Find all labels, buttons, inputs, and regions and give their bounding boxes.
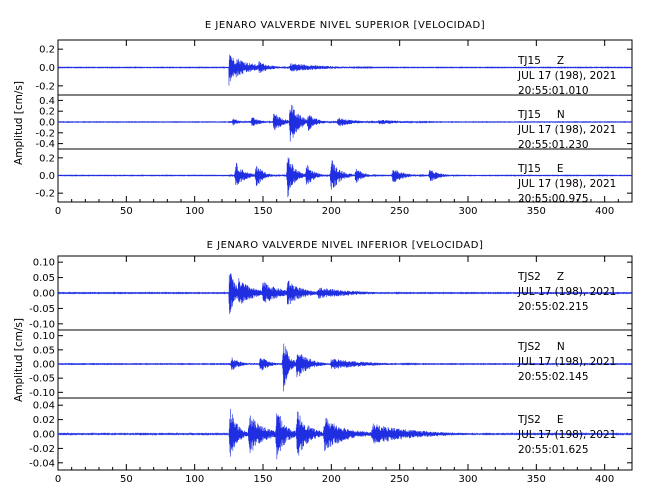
trace-line bbox=[57, 104, 633, 142]
y-tick-label: 0.00 bbox=[33, 360, 55, 371]
trace-line bbox=[57, 343, 633, 392]
x-tick-label: 50 bbox=[120, 474, 133, 485]
time-label: 20:55:02.215 bbox=[518, 301, 589, 313]
subplot-tj15-n: 0.40.20.0-0.2-0.4 TJ15 N JUL 17 (198), 20… bbox=[35, 94, 633, 151]
trace-line bbox=[57, 273, 633, 314]
y-tick-label: 0.05 bbox=[33, 345, 55, 356]
y-tick-label: -0.10 bbox=[29, 388, 55, 399]
station-label: TJS2 N bbox=[517, 341, 565, 353]
y-tick-label: 0.02 bbox=[33, 415, 55, 426]
station-label: TJ15 N bbox=[517, 109, 565, 121]
y-tick-label: -0.05 bbox=[29, 374, 55, 385]
date-label: JUL 17 (198), 2021 bbox=[517, 286, 616, 298]
y-ticks: 0.04 0.02 0.00 -0.02 -0.04 bbox=[29, 401, 632, 469]
y-axis-label: Amplitud [cm/s] bbox=[13, 318, 25, 402]
y-tick-label: 0.0 bbox=[39, 171, 55, 182]
y-tick-label: 0.0 bbox=[39, 118, 55, 129]
y-axis-label: Amplitud [cm/s] bbox=[13, 81, 25, 165]
y-tick-label: 0.04 bbox=[33, 401, 55, 412]
x-tick-label: 100 bbox=[185, 474, 204, 485]
y-tick-label: -0.2 bbox=[35, 128, 55, 139]
y-tick-label: 0.00 bbox=[33, 430, 55, 441]
panel-title: E JENARO VALVERDE NIVEL SUPERIOR [VELOCI… bbox=[205, 20, 485, 31]
x-tick-label: 400 bbox=[595, 206, 614, 217]
trace-line bbox=[57, 157, 633, 198]
station-label: TJS2 E bbox=[517, 414, 564, 426]
x-tick-label: 50 bbox=[120, 206, 133, 217]
trace-line bbox=[57, 408, 633, 460]
subplot-tjs2-n: 0.10 0.05 0.00 -0.05 -0.10 TJS2 N JUL 17 (198… bbox=[29, 329, 633, 399]
y-tick-label: -0.05 bbox=[29, 304, 55, 315]
x-tick-label: 200 bbox=[322, 474, 341, 485]
date-label: JUL 17 (198), 2021 bbox=[517, 356, 616, 368]
y-tick-label: -0.4 bbox=[35, 139, 55, 150]
time-label: 20:55:01.230 bbox=[518, 139, 589, 151]
y-tick-label: 0.10 bbox=[33, 258, 55, 269]
x-tick-label: 0 bbox=[55, 474, 61, 485]
y-tick-label: 0.2 bbox=[39, 45, 55, 56]
station-label: TJ15 Z bbox=[517, 55, 564, 67]
trace-line bbox=[57, 54, 633, 86]
y-tick-label: -0.10 bbox=[29, 319, 55, 330]
y-ticks: 0.10 0.05 0.00 -0.05 -0.10 bbox=[29, 258, 632, 330]
x-tick-label: 250 bbox=[390, 206, 409, 217]
y-tick-label: 0.2 bbox=[39, 107, 55, 118]
date-label: JUL 17 (198), 2021 bbox=[517, 124, 616, 136]
x-tick-label: 0 bbox=[55, 206, 61, 217]
y-tick-label: 0.4 bbox=[39, 96, 55, 107]
x-tick-label: 300 bbox=[458, 474, 477, 485]
x-tick-label: 300 bbox=[458, 206, 477, 217]
subplot-tj15-z: 0.2 0.0 -0.2 TJ15 Z JUL 17 (198), 2021 20:5… bbox=[35, 39, 633, 97]
x-tick-label: 150 bbox=[253, 474, 272, 485]
panel-upper: E JENARO VALVERDE NIVEL SUPERIOR [VELOCI… bbox=[13, 20, 633, 217]
y-tick-label: 0.00 bbox=[33, 289, 55, 300]
time-label: 20:55:01.625 bbox=[518, 444, 589, 456]
x-tick-label: 400 bbox=[595, 474, 614, 485]
x-tick-label: 100 bbox=[185, 206, 204, 217]
x-axis: 0 50 100 150 200 250 300 350 400 bbox=[55, 40, 633, 217]
y-tick-label: 0.2 bbox=[39, 153, 55, 164]
date-label: JUL 17 (198), 2021 bbox=[517, 178, 616, 190]
panel-title: E JENARO VALVERDE NIVEL INFERIOR [VELOCI… bbox=[207, 240, 484, 251]
y-tick-label: -0.2 bbox=[35, 189, 55, 200]
subplot-tjs2-e: 0.04 0.02 0.00 -0.02 -0.04 TJS2 E JUL 17 (198… bbox=[29, 397, 633, 471]
x-axis: 0 50 100 150 200 250 300 350 400 bbox=[55, 256, 633, 485]
x-tick-label: 250 bbox=[390, 474, 409, 485]
time-label: 20:55:00.975 bbox=[518, 193, 589, 205]
x-tick-label: 200 bbox=[322, 206, 341, 217]
date-label: JUL 17 (198), 2021 bbox=[517, 429, 616, 441]
y-tick-label: -0.2 bbox=[35, 81, 55, 92]
time-label: 20:55:02.145 bbox=[518, 371, 589, 383]
x-tick-label: 350 bbox=[527, 206, 546, 217]
station-label: TJS2 Z bbox=[517, 271, 564, 283]
subplot-tjs2-z: 0.10 0.05 0.00 -0.05 -0.10 TJS2 Z JUL 17 (198… bbox=[29, 255, 633, 331]
panel-lower: E JENARO VALVERDE NIVEL INFERIOR [VELOCI… bbox=[13, 240, 633, 485]
y-tick-label: 0.05 bbox=[33, 273, 55, 284]
y-tick-label: 0.0 bbox=[39, 63, 55, 74]
x-tick-label: 150 bbox=[253, 206, 272, 217]
station-label: TJ15 E bbox=[517, 163, 564, 175]
y-tick-label: 0.10 bbox=[33, 331, 55, 342]
y-ticks: 0.40.20.0-0.2-0.4 bbox=[35, 96, 632, 150]
y-tick-label: -0.04 bbox=[29, 458, 55, 469]
y-tick-label: -0.02 bbox=[29, 444, 55, 455]
time-label: 20:55:01.010 bbox=[518, 85, 589, 97]
x-tick-label: 350 bbox=[527, 474, 546, 485]
subplot-tj15-e: 0.2 0.0 -0.2 TJ15 E JUL 17 (198), 2021 20:5… bbox=[35, 148, 633, 205]
date-label: JUL 17 (198), 2021 bbox=[517, 70, 616, 82]
